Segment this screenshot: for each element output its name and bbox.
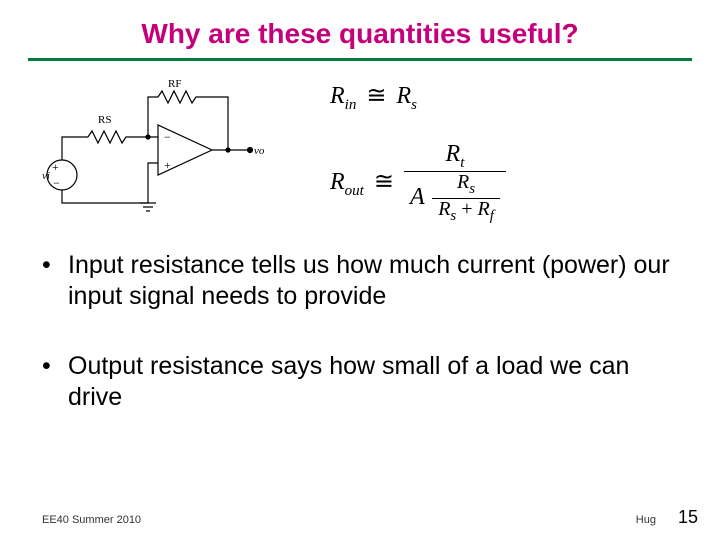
footer-course: EE40 Summer 2010 (42, 514, 141, 526)
label-rf: RF (168, 78, 181, 90)
eq1-rhs-sub: s (411, 97, 417, 113)
eq2-num-sym: R (446, 141, 461, 167)
eq1-rhs: R (396, 83, 411, 109)
label-vi: vi (42, 170, 50, 182)
bullet-item: Output resistance says how small of a lo… (42, 351, 678, 414)
bullet-list: Input resistance tells us how much curre… (0, 230, 720, 413)
eq2-inner-den-l-sub: s (450, 208, 456, 224)
bullet-item: Input resistance tells us how much curre… (42, 250, 678, 313)
eq2-lhs: R (330, 169, 345, 195)
svg-text:+: + (52, 160, 59, 174)
eq2-outer-frac: Rt A Rs Rs + Rf (404, 142, 506, 225)
svg-text:−: − (53, 176, 60, 190)
eq2-den-A: A (410, 184, 424, 210)
footer-author: Hug (636, 514, 656, 526)
opamp-circuit-svg: + − vi RS RF − + (40, 75, 270, 225)
eq2-op: ≅ (370, 169, 398, 195)
circuit-diagram: + − vi RS RF − + (40, 75, 270, 230)
svg-text:+: + (164, 158, 171, 172)
eq2-num-sub: t (460, 155, 464, 171)
eq2-inner-den-r-sub: f (490, 208, 494, 224)
eq2-inner-den-r-sym: R (478, 198, 490, 220)
equation-rout: Rout ≅ Rt A Rs Rs + Rf (330, 142, 680, 225)
equations-block: Rin ≅ Rs Rout ≅ Rt A Rs Rs (330, 75, 680, 230)
eq2-inner-frac: Rs Rs + Rf (432, 172, 500, 225)
eq2-inner-num-sub: s (469, 181, 475, 197)
label-vo: vo (254, 145, 265, 157)
equation-rin: Rin ≅ Rs (330, 81, 680, 114)
eq2-lhs-sub: out (345, 183, 364, 199)
eq2-inner-den-l-sym: R (438, 198, 450, 220)
slide-title: Why are these quantities useful? (0, 0, 720, 58)
slide-footer: EE40 Summer 2010 Hug 15 (0, 507, 720, 528)
eq1-op: ≅ (362, 83, 390, 109)
svg-text:−: − (164, 130, 171, 144)
label-rs: RS (98, 114, 111, 126)
upper-row: + − vi RS RF − + (0, 61, 720, 230)
eq1-lhs: R (330, 83, 345, 109)
eq1-lhs-sub: in (345, 97, 357, 113)
footer-page-number: 15 (678, 507, 698, 528)
eq2-inner-num-sym: R (457, 171, 469, 193)
